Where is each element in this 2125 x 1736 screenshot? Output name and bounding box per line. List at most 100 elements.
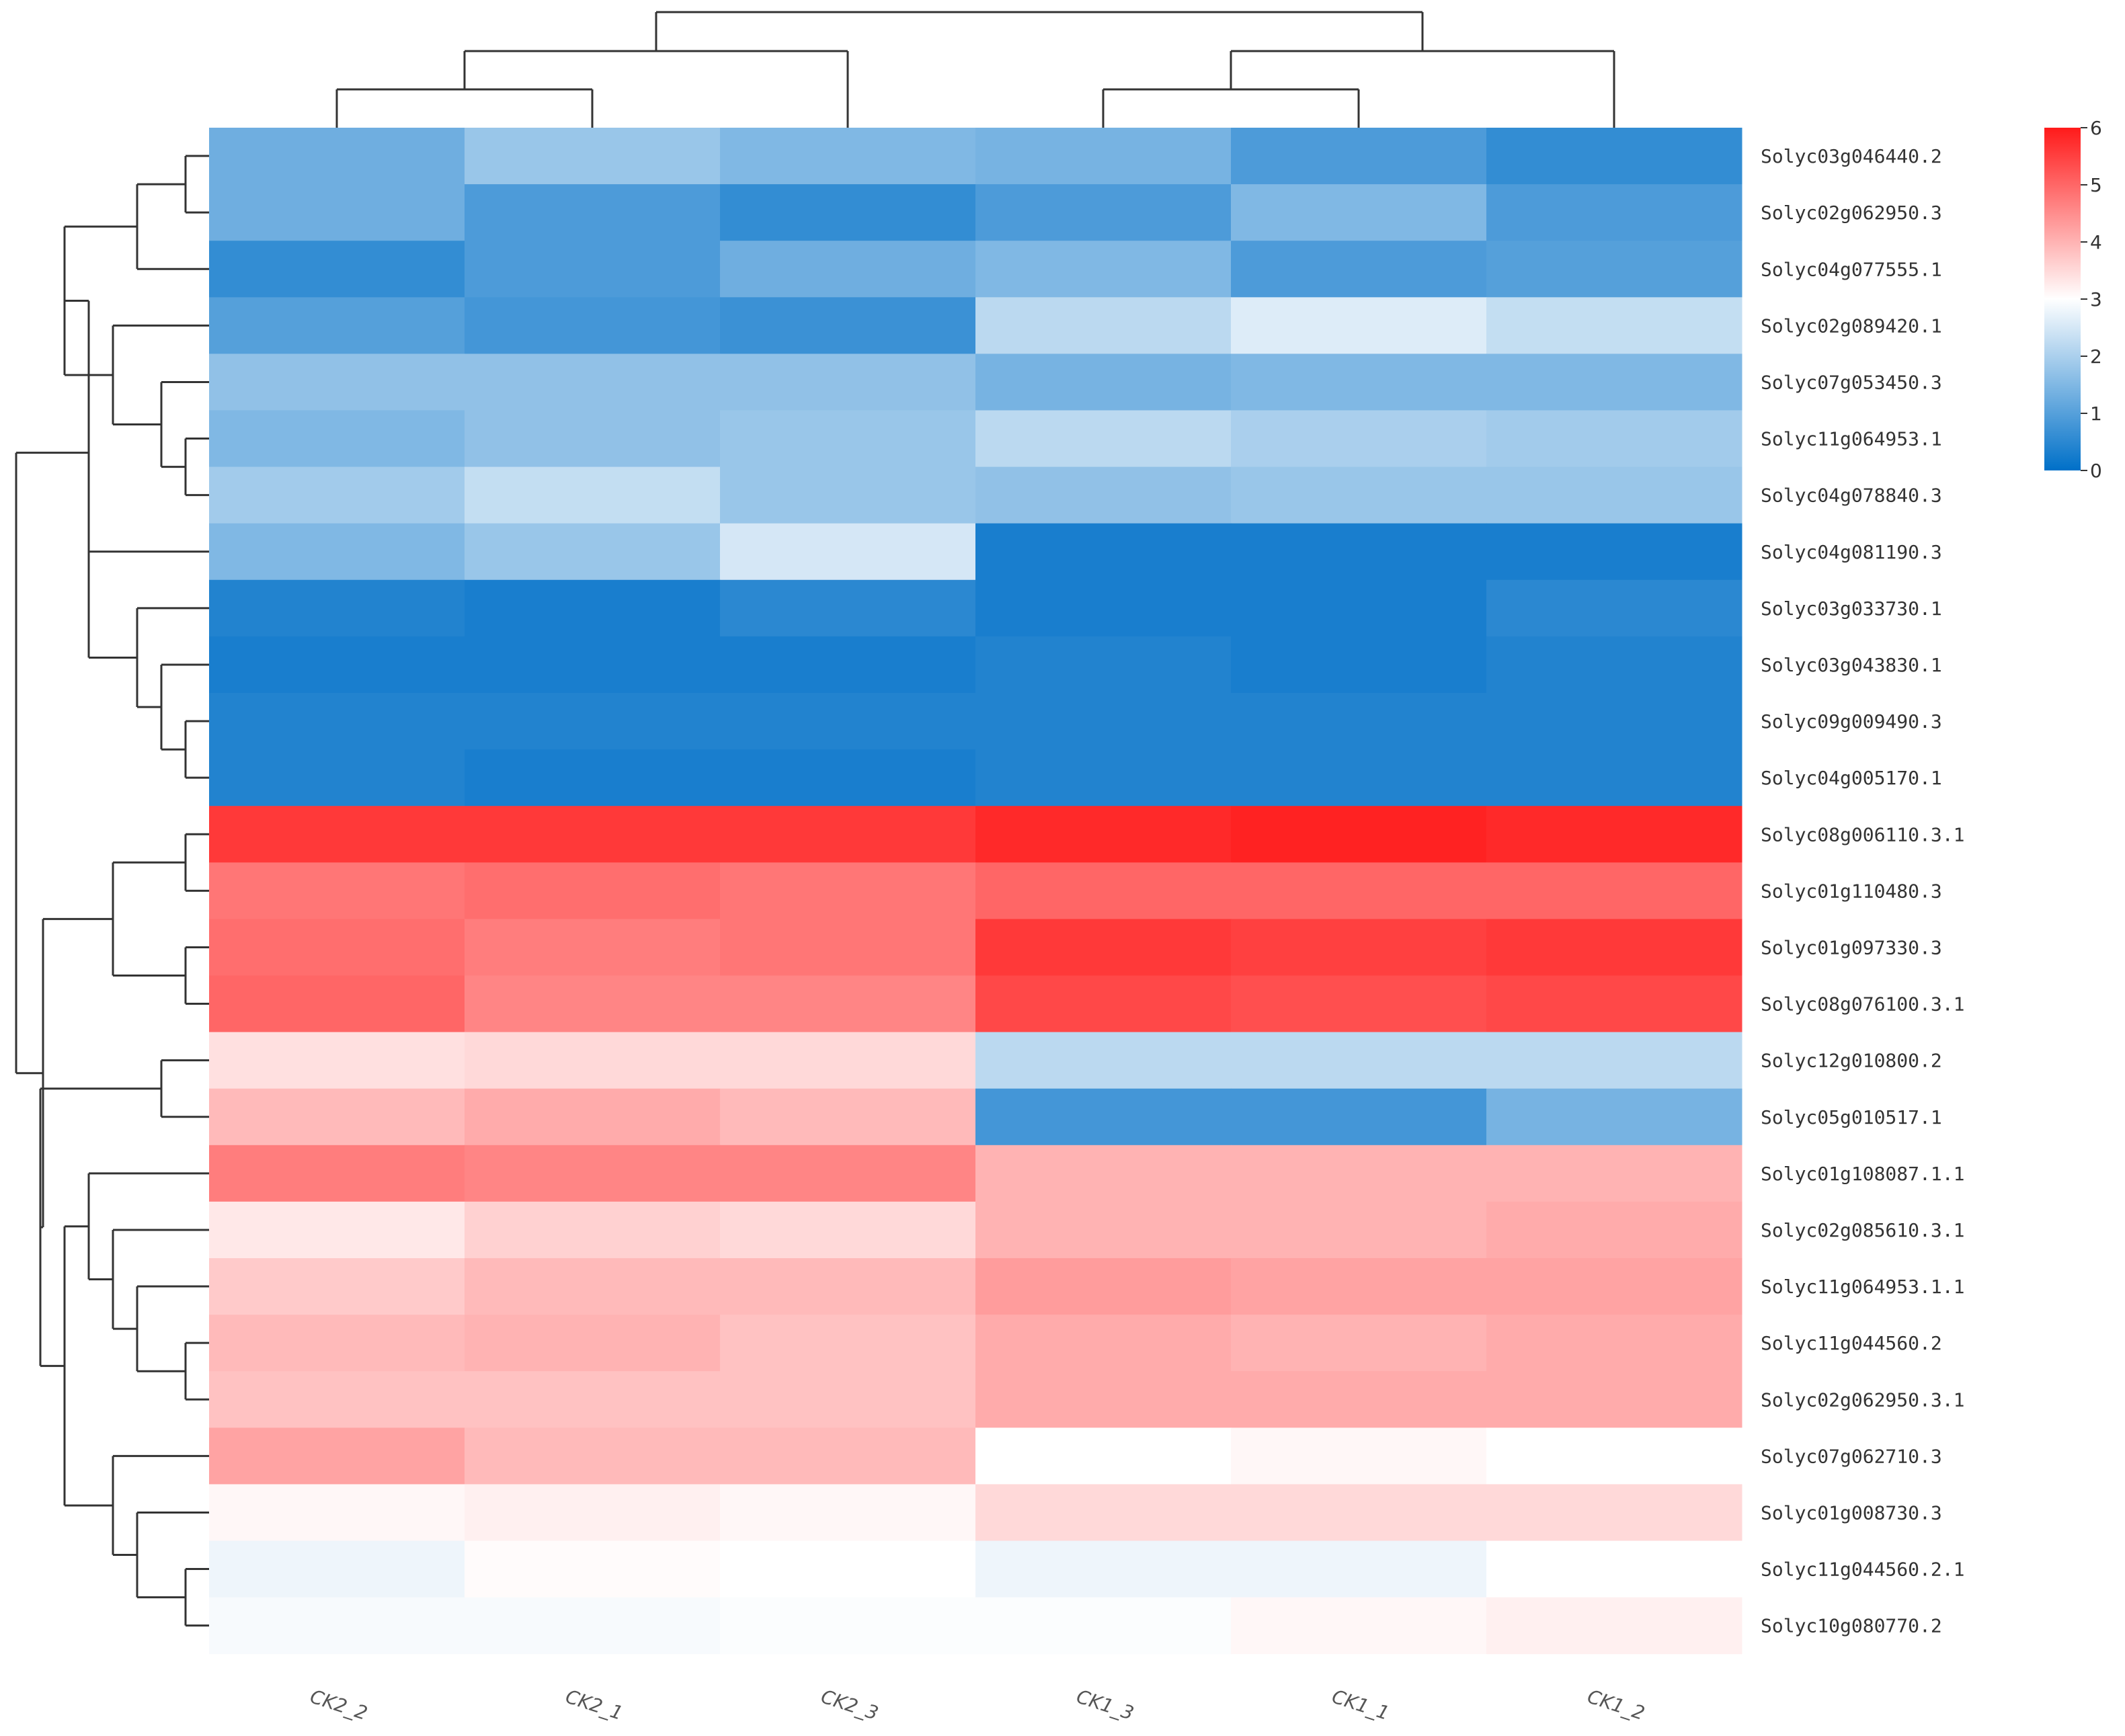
heatmap-cell — [465, 579, 721, 637]
heatmap-cell — [720, 1315, 976, 1372]
heatmap-cell — [1231, 466, 1487, 524]
heatmap-cell — [465, 862, 721, 919]
heatmap-cell — [465, 184, 721, 241]
heatmap-cell — [1486, 241, 1742, 298]
heatmap-cell — [1231, 523, 1487, 581]
column-label: CK2_3 — [818, 1685, 881, 1724]
row-label: Solyc04g005170.1 — [1761, 767, 1942, 789]
heatmap-cell — [1486, 297, 1742, 354]
heatmap-cell — [975, 636, 1232, 694]
heatmap-cell — [209, 1371, 465, 1428]
heatmap-cell — [465, 1597, 721, 1655]
color-scale-tick-label: 1 — [2090, 403, 2102, 425]
heatmap-cell — [975, 693, 1232, 750]
heatmap-cell — [1231, 1088, 1487, 1146]
heatmap-cell — [720, 1597, 976, 1655]
row-label: Solyc10g080770.2 — [1761, 1615, 1942, 1637]
heatmap-cell — [1486, 1315, 1742, 1372]
row-label: Solyc03g033730.1 — [1761, 597, 1942, 620]
row-label: Solyc03g046440.2 — [1761, 145, 1942, 167]
heatmap-cell — [1231, 241, 1487, 298]
column-label: CK1_3 — [1074, 1685, 1136, 1724]
heatmap-cell — [209, 1540, 465, 1598]
column-label: CK2_2 — [307, 1685, 370, 1724]
heatmap-cell — [465, 1258, 721, 1315]
heatmap-cell — [465, 1540, 721, 1598]
heatmap-cell — [465, 297, 721, 354]
heatmap-cell — [975, 297, 1232, 354]
heatmap-cell — [720, 184, 976, 241]
heatmap-cell — [1486, 636, 1742, 694]
heatmap-cell — [209, 579, 465, 637]
heatmap-cell — [975, 128, 1232, 185]
heatmap-cell — [1231, 1428, 1487, 1485]
heatmap-cell — [1486, 806, 1742, 863]
heatmap-cell — [1486, 184, 1742, 241]
heatmap-cell — [209, 1201, 465, 1259]
row-label: Solyc08g006110.3.1 — [1761, 823, 1964, 845]
heatmap-cell — [209, 1032, 465, 1089]
column-label: CK2_1 — [563, 1685, 625, 1724]
heatmap-cell — [465, 1088, 721, 1146]
row-label: Solyc04g077555.1 — [1761, 258, 1942, 280]
heatmap-cell — [1231, 806, 1487, 863]
heatmap-cell — [1486, 1258, 1742, 1315]
heatmap-cell — [975, 354, 1232, 411]
heatmap-cell — [1231, 297, 1487, 354]
heatmap-cells — [209, 128, 1742, 1655]
heatmap-cell — [720, 410, 976, 468]
heatmap-cell — [1231, 579, 1487, 637]
row-label: Solyc11g064953.1 — [1761, 428, 1942, 450]
heatmap-cell — [1231, 1540, 1487, 1598]
heatmap-cell — [1231, 1032, 1487, 1089]
heatmap-cell — [975, 579, 1232, 637]
heatmap-cell — [1231, 1145, 1487, 1202]
heatmap-cell — [975, 749, 1232, 807]
row-label: Solyc09g009490.3 — [1761, 710, 1942, 733]
heatmap-cell — [720, 1145, 976, 1202]
heatmap-cell — [720, 1371, 976, 1428]
heatmap-cell — [975, 1201, 1232, 1259]
heatmap-cell — [720, 1201, 976, 1259]
heatmap-cell — [465, 919, 721, 976]
heatmap-cell — [1486, 1032, 1742, 1089]
row-labels: Solyc03g046440.2 Solyc02g062950.3 Solyc04g… — [1761, 145, 1964, 1637]
heatmap-cell — [720, 579, 976, 637]
row-label: Solyc04g081190.3 — [1761, 541, 1942, 563]
heatmap-cell — [1231, 636, 1487, 694]
heatmap-cell — [209, 128, 465, 185]
heatmap-cell — [1231, 128, 1487, 185]
heatmap-cell — [1231, 1371, 1487, 1428]
heatmap-cell — [720, 1540, 976, 1598]
heatmap-cell — [975, 184, 1232, 241]
heatmap-cell — [1231, 919, 1487, 976]
heatmap-cell — [209, 297, 465, 354]
heatmap-cell — [465, 466, 721, 524]
heatmap-cell — [1231, 184, 1487, 241]
heatmap-cell — [209, 693, 465, 750]
row-label: Solyc02g062950.3.1 — [1761, 1389, 1964, 1411]
heatmap-cell — [209, 919, 465, 976]
heatmap-cell — [1486, 1201, 1742, 1259]
heatmap-cell — [975, 806, 1232, 863]
row-label: Solyc07g053450.3 — [1761, 371, 1942, 393]
heatmap-cell — [1486, 749, 1742, 807]
heatmap-cell — [1231, 749, 1487, 807]
row-label: Solyc11g064953.1.1 — [1761, 1276, 1964, 1298]
heatmap-cell — [1231, 693, 1487, 750]
row-label: Solyc05g010517.1 — [1761, 1106, 1942, 1128]
row-label: Solyc03g043830.1 — [1761, 654, 1942, 676]
heatmap-cell — [465, 1032, 721, 1089]
heatmap-cell — [1486, 1540, 1742, 1598]
heatmap-cell — [465, 1371, 721, 1428]
column-label: CK1_1 — [1329, 1685, 1392, 1724]
heatmap-cell — [720, 1258, 976, 1315]
heatmap-cell — [1231, 1484, 1487, 1541]
color-scale-tick-label: 4 — [2090, 231, 2102, 253]
heatmap-cell — [975, 1258, 1232, 1315]
row-label: Solyc07g062710.3 — [1761, 1445, 1942, 1467]
row-label: Solyc12g010800.2 — [1761, 1050, 1942, 1072]
row-label: Solyc01g108087.1.1 — [1761, 1163, 1964, 1185]
heatmap-cell — [1486, 1597, 1742, 1655]
heatmap-cell — [975, 919, 1232, 976]
